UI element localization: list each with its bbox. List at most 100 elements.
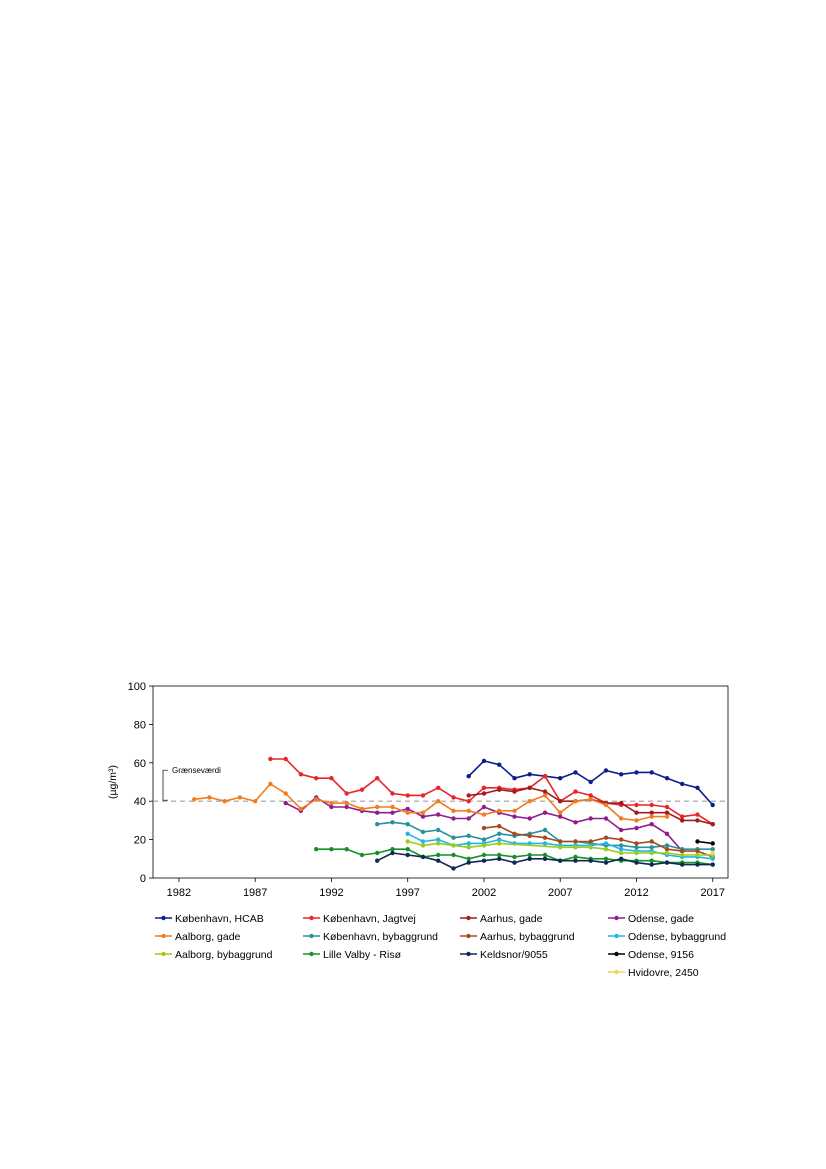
data-point	[268, 781, 273, 787]
series-11	[695, 839, 715, 846]
data-point	[619, 856, 624, 861]
data-point	[481, 812, 487, 817]
data-point	[680, 781, 685, 787]
legend-label: København, HCAB	[175, 913, 264, 925]
y-tick-label: 60	[134, 758, 146, 770]
data-point	[481, 852, 487, 858]
y-tick-label: 0	[140, 873, 146, 885]
data-point	[298, 772, 304, 777]
legend-item: Keldsnor/9055	[460, 949, 548, 961]
data-point	[664, 850, 670, 856]
data-point	[710, 850, 715, 856]
data-point	[466, 841, 471, 846]
legend-label: Odense, gade	[628, 913, 694, 925]
data-point	[344, 804, 349, 810]
data-point	[481, 858, 487, 863]
data-point	[390, 850, 395, 856]
data-point	[329, 847, 334, 852]
legend-label: Aarhus, gade	[480, 913, 543, 925]
data-point	[436, 852, 441, 858]
data-point	[451, 816, 456, 821]
data-point	[436, 812, 441, 817]
data-point	[420, 843, 426, 848]
data-point	[603, 856, 609, 861]
data-point	[542, 774, 548, 779]
data-point	[573, 845, 578, 850]
data-point	[512, 776, 517, 781]
data-point	[619, 772, 624, 777]
data-point	[664, 847, 670, 852]
data-point	[436, 799, 441, 804]
data-point	[634, 825, 639, 831]
data-point	[329, 776, 334, 781]
x-tick-label: 1982	[167, 887, 191, 899]
legend-label: København, Jagtvej	[323, 913, 416, 925]
data-point	[649, 770, 654, 775]
data-point	[466, 774, 471, 779]
legend-item: Lille Valby - Risø	[303, 949, 402, 961]
data-point	[573, 820, 578, 825]
x-tick-label: 2017	[701, 887, 725, 899]
legend-swatch-marker	[614, 951, 619, 957]
data-point	[710, 847, 715, 852]
x-tick-label: 1987	[243, 887, 267, 899]
data-point	[375, 810, 380, 815]
data-point	[375, 858, 380, 863]
data-point	[649, 802, 654, 808]
series-10	[375, 850, 715, 871]
data-point	[588, 793, 593, 798]
data-point	[710, 862, 715, 867]
data-point	[466, 799, 471, 804]
series-line	[270, 758, 714, 825]
data-point	[390, 847, 395, 852]
legend-swatch-marker	[466, 933, 471, 939]
series-line	[483, 825, 713, 858]
data-point	[573, 799, 578, 804]
data-point	[664, 804, 670, 810]
data-point	[527, 856, 532, 861]
series-line	[407, 840, 713, 856]
data-point	[695, 862, 700, 867]
data-point	[619, 850, 624, 856]
data-point	[542, 789, 548, 794]
reference-line-group: Grænseværdi	[153, 766, 728, 802]
data-point	[466, 833, 471, 838]
legend-item: Odense, 9156	[608, 949, 694, 961]
legend-swatch-marker	[309, 951, 314, 957]
data-point	[664, 831, 670, 836]
reference-line-bracket	[162, 769, 168, 801]
data-point	[619, 800, 624, 806]
data-point	[481, 791, 487, 796]
data-point	[680, 862, 685, 867]
data-point	[481, 804, 487, 810]
plot-area	[152, 685, 729, 879]
data-point	[420, 814, 426, 819]
data-point	[466, 845, 471, 850]
data-point	[649, 839, 654, 844]
data-point	[497, 852, 502, 858]
x-tick-label: 2002	[472, 887, 496, 899]
data-point	[207, 795, 212, 800]
y-tick-label: 80	[134, 719, 146, 731]
data-point	[283, 800, 288, 806]
data-point	[390, 804, 395, 810]
data-point	[298, 806, 304, 812]
data-point	[619, 827, 624, 833]
legend-label: Odense, bybaggrund	[628, 931, 726, 943]
data-point	[451, 852, 456, 858]
data-point	[710, 856, 715, 861]
legend-item: København, Jagtvej	[303, 913, 416, 925]
data-point	[375, 776, 380, 781]
y-tick-label: 100	[128, 681, 146, 693]
data-point	[588, 845, 593, 850]
data-point	[634, 850, 639, 856]
data-point	[481, 758, 487, 764]
data-point	[558, 810, 563, 815]
data-point	[451, 795, 456, 800]
data-point	[375, 822, 380, 827]
x-tick-label: 1992	[319, 887, 343, 899]
data-point	[649, 810, 654, 815]
data-point	[573, 770, 578, 775]
data-point	[359, 806, 365, 812]
